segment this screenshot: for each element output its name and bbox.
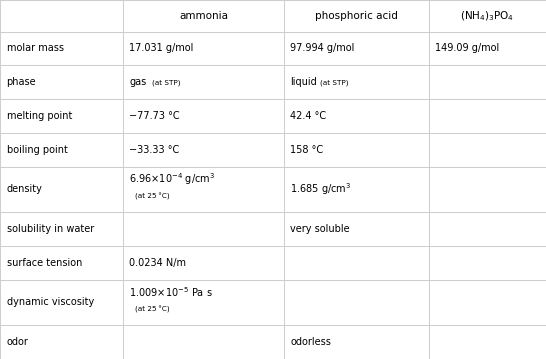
Text: odor: odor xyxy=(7,337,28,347)
Text: ammonia: ammonia xyxy=(179,11,228,21)
Text: boiling point: boiling point xyxy=(7,145,67,155)
Text: density: density xyxy=(7,185,43,195)
Text: (NH$_4$)$_3$PO$_4$: (NH$_4$)$_3$PO$_4$ xyxy=(460,9,514,23)
Text: −77.73 °C: −77.73 °C xyxy=(129,111,180,121)
Text: 6.96$\times$10$^{-4}$ g/cm$^3$: 6.96$\times$10$^{-4}$ g/cm$^3$ xyxy=(129,172,216,187)
Text: 1.685 g/cm$^3$: 1.685 g/cm$^3$ xyxy=(290,182,352,197)
Text: solubility in water: solubility in water xyxy=(7,224,94,234)
Text: liquid: liquid xyxy=(290,77,317,87)
Text: surface tension: surface tension xyxy=(7,258,82,268)
Text: 158 °C: 158 °C xyxy=(290,145,324,155)
Text: 0.0234 N/m: 0.0234 N/m xyxy=(129,258,186,268)
Text: 17.031 g/mol: 17.031 g/mol xyxy=(129,43,194,53)
Text: (at 25 °C): (at 25 °C) xyxy=(135,306,169,313)
Text: −33.33 °C: −33.33 °C xyxy=(129,145,180,155)
Text: (at 25 °C): (at 25 °C) xyxy=(135,193,169,200)
Text: molar mass: molar mass xyxy=(7,43,63,53)
Text: 42.4 °C: 42.4 °C xyxy=(290,111,327,121)
Text: odorless: odorless xyxy=(290,337,331,347)
Text: (at STP): (at STP) xyxy=(320,79,348,85)
Text: phosphoric acid: phosphoric acid xyxy=(315,11,397,21)
Text: phase: phase xyxy=(7,77,36,87)
Text: (at STP): (at STP) xyxy=(152,79,181,85)
Text: gas: gas xyxy=(129,77,147,87)
Text: very soluble: very soluble xyxy=(290,224,350,234)
Text: melting point: melting point xyxy=(7,111,72,121)
Text: 149.09 g/mol: 149.09 g/mol xyxy=(435,43,500,53)
Text: 97.994 g/mol: 97.994 g/mol xyxy=(290,43,355,53)
Text: dynamic viscosity: dynamic viscosity xyxy=(7,298,94,308)
Text: 1.009$\times$10$^{-5}$ Pa s: 1.009$\times$10$^{-5}$ Pa s xyxy=(129,286,213,299)
